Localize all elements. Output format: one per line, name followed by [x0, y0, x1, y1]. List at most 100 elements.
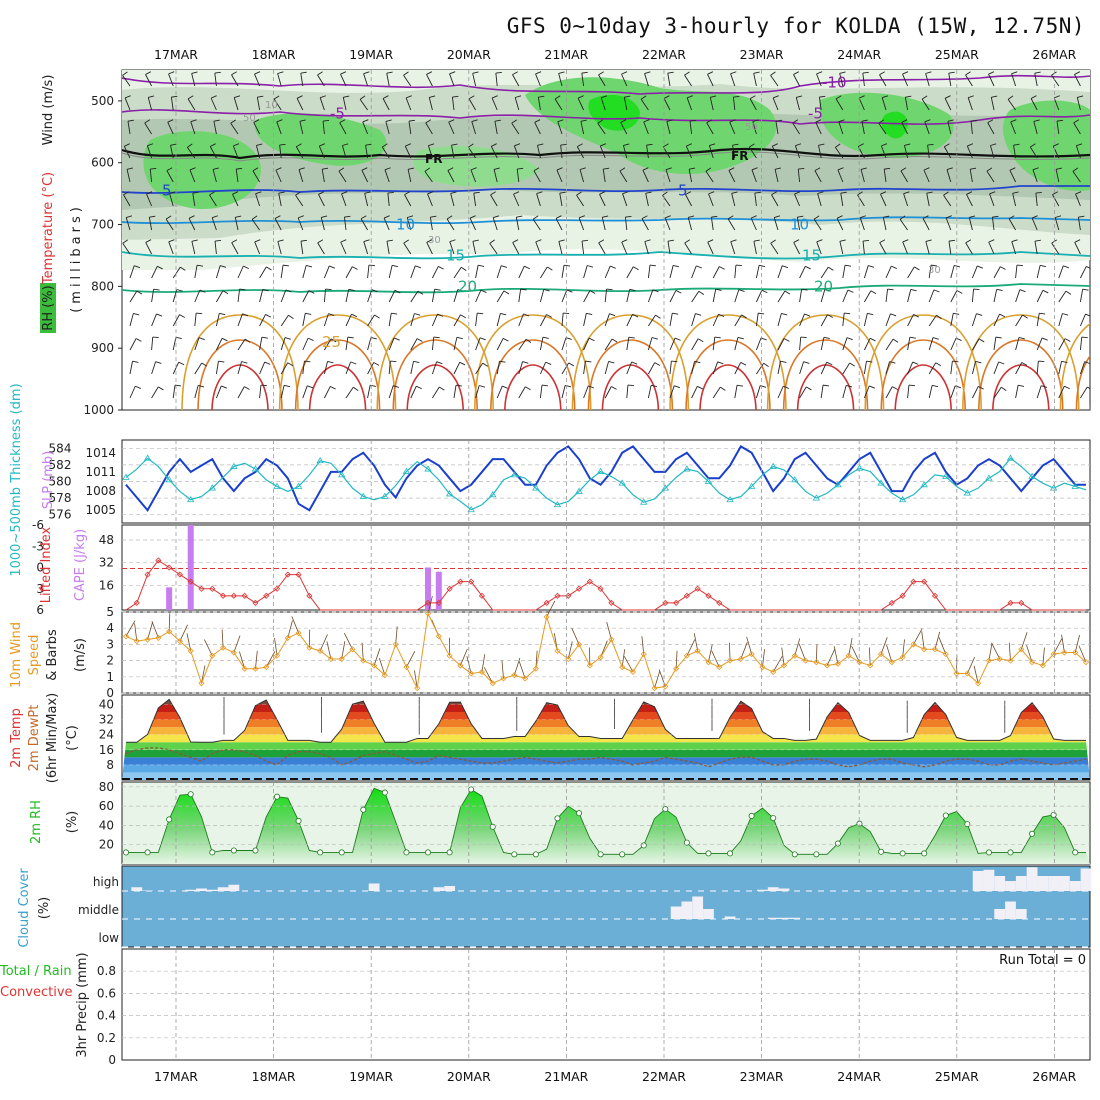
wind-barb-feather [241, 361, 248, 364]
wind-barb [1076, 97, 1081, 111]
wind-speed-point [554, 647, 561, 654]
bottom-date-label: 23MAR [740, 1069, 784, 1084]
li-point [716, 599, 723, 606]
wind-barb [449, 73, 455, 87]
wind-barb [1077, 217, 1081, 231]
wind-barb-feather [424, 167, 431, 172]
wind-speed-point [457, 662, 464, 669]
wind-speed-point [1007, 657, 1014, 664]
wind-barb-feather [798, 167, 805, 170]
wind-barb-feather [1052, 191, 1058, 196]
pressure-tick: 1000 [83, 403, 114, 417]
pressure-tick: 500 [91, 94, 114, 108]
wind-speed-point [263, 664, 270, 671]
wind-barb [664, 217, 671, 231]
wind-barb [429, 217, 433, 231]
wind-barb-feather [652, 289, 659, 293]
wind-barb [384, 169, 390, 183]
li-point [220, 592, 227, 599]
li-point [565, 592, 572, 599]
wind-barb-feather [490, 191, 496, 196]
wind-barb-feather [794, 191, 801, 195]
wind-barb-feather [666, 119, 673, 122]
wind-barb-feather [383, 215, 390, 219]
precip-tick: 0.6 [97, 986, 116, 1000]
wind-barb [427, 193, 433, 207]
wind-barb-feather [502, 385, 508, 389]
wind-barb-feather [308, 290, 315, 294]
thickness-point [143, 454, 152, 461]
surface-wind-barb [934, 631, 941, 650]
wind-barb-feather [242, 313, 249, 317]
wind-barb [925, 241, 930, 255]
wind-speed-point [511, 672, 518, 679]
surface-wind-barb [414, 670, 418, 689]
wind-barb [172, 289, 178, 303]
wind-barb-feather [522, 361, 529, 364]
wind-barb [345, 289, 350, 303]
wind-barb [410, 265, 416, 279]
cloud-cover-axis-label: Cloud Cover [17, 868, 32, 948]
wind-barb-feather [126, 215, 133, 218]
thickness-point [618, 479, 626, 486]
wind-barb-feather [343, 95, 350, 98]
wind-barb-feather [880, 191, 887, 195]
wind-barb-feather [144, 119, 151, 124]
wind-barb [277, 73, 282, 87]
wind-barb [513, 145, 520, 159]
wind-barb-feather [804, 313, 811, 317]
wind-barb-feather [361, 167, 368, 171]
slp-tick: 1008 [85, 484, 116, 498]
precip-tick: 0.8 [97, 964, 116, 978]
wind-barb-feather [300, 71, 307, 74]
wind-barb [194, 313, 197, 327]
wind-barb [669, 361, 672, 375]
wind-barb [1012, 193, 1017, 207]
wind-barb [712, 313, 719, 327]
wind-barb-feather [146, 191, 153, 195]
bottom-date-label: 24MAR [837, 1069, 881, 1084]
wind-barb [555, 218, 563, 231]
wind-barb-feather [585, 360, 592, 363]
wind-barb [901, 122, 909, 135]
wind-barb-feather [1018, 337, 1025, 340]
surface-wind-barb [654, 670, 661, 689]
surface-wind-barb [274, 637, 278, 656]
wind-barb [514, 97, 520, 111]
wind-barb-feather [1074, 239, 1081, 243]
wind-barb-feather [621, 71, 628, 75]
wind-barb-feather [633, 266, 639, 271]
wind-barb [319, 97, 325, 111]
wind-barb [367, 337, 372, 351]
wind-barb-feather [869, 385, 876, 389]
wind-barb-feather [933, 289, 940, 293]
wind-barb [993, 314, 1000, 327]
wind-barb-feather [760, 385, 767, 388]
wind-barb [129, 265, 135, 279]
wind-barb [410, 338, 418, 351]
wind-barb-feather [608, 361, 615, 364]
wind-barb-feather [966, 191, 973, 195]
cloud-bar [778, 888, 790, 891]
wind-barb [799, 289, 803, 303]
wind-barb [793, 74, 800, 87]
wind-barb [324, 338, 332, 351]
wind-barb-feather [1085, 313, 1090, 317]
rh-label-4: 50 [745, 122, 758, 133]
wind-barb [622, 193, 628, 207]
wind-barb [1073, 122, 1081, 135]
freezing-level-label-2: FR [731, 149, 748, 163]
wind-barb [907, 289, 912, 303]
li-point [694, 585, 701, 592]
wind-barb-feather [469, 215, 476, 219]
wind-barb [948, 241, 952, 255]
wind-barb [971, 265, 978, 279]
wind-barb-feather [770, 71, 776, 76]
wind-barb-feather [910, 288, 917, 292]
thickness-point [208, 484, 216, 491]
rh-green-2 [254, 113, 387, 166]
surface-wind-barb [973, 665, 979, 684]
wind-barb [558, 73, 563, 87]
pressure-tick: 800 [91, 279, 114, 293]
wind-barb [469, 218, 477, 231]
